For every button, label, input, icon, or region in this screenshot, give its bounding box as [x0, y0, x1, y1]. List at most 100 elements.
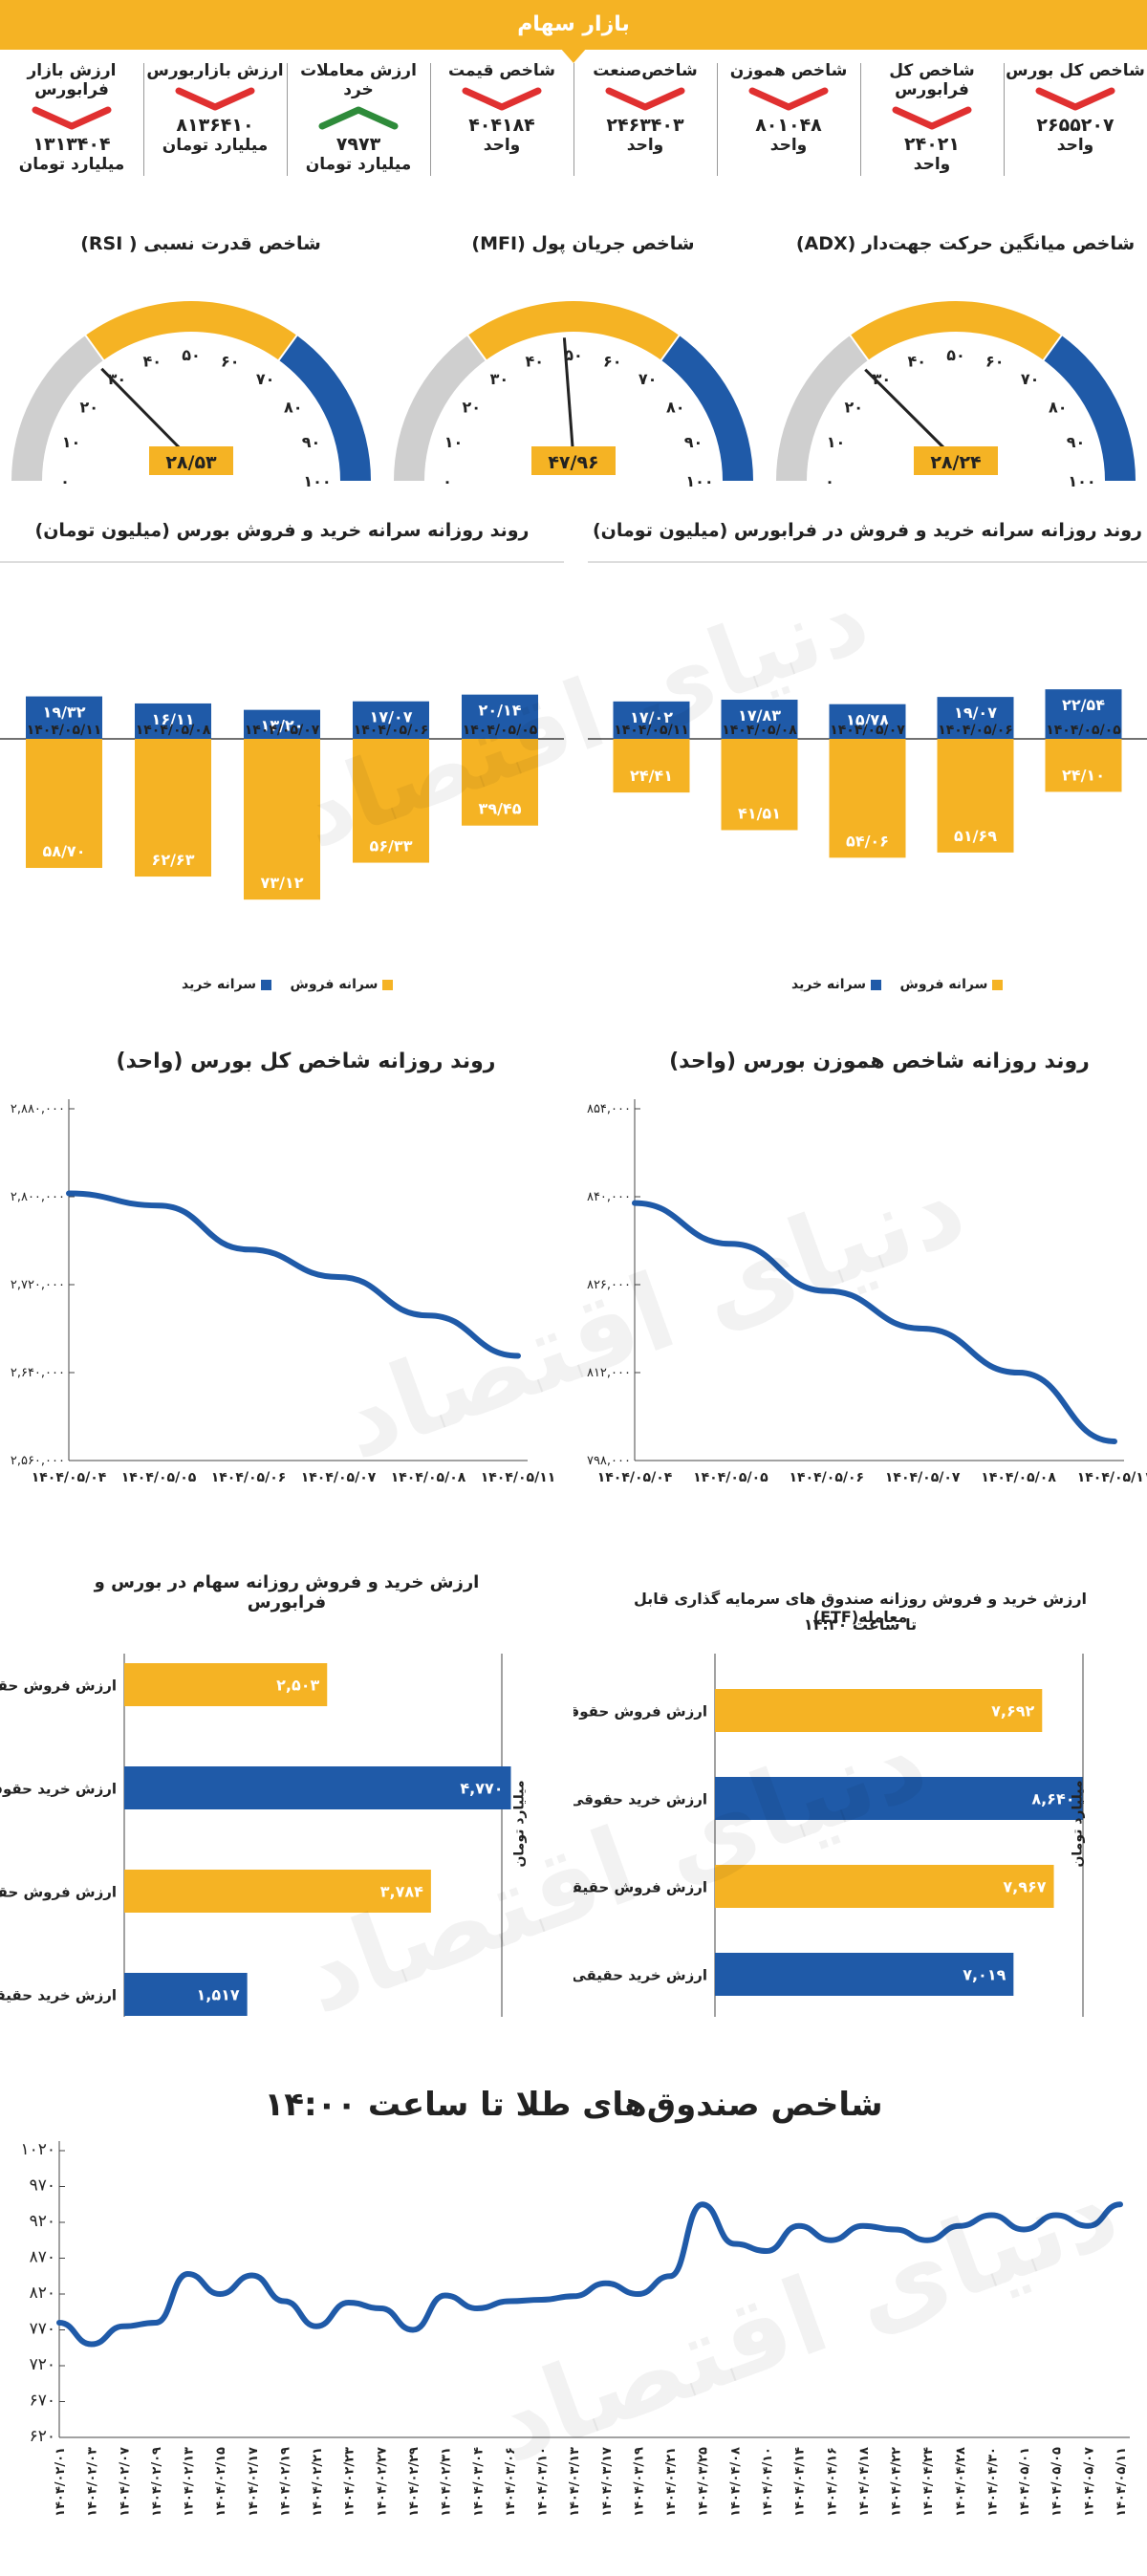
indicator-label: شاخص هموزن [729, 61, 848, 80]
sell-bar [244, 739, 320, 900]
value-bar [715, 1777, 1083, 1820]
indicator-divider [287, 63, 288, 176]
category-label: ۱۴۰۴/۰۵/۰۸ [722, 723, 797, 738]
gauge-title: شاخص جریان پول (MFI) [471, 233, 695, 254]
y-tick-label: ۸۵۴,۰۰۰ [587, 1102, 631, 1116]
x-tick-label: ۱۴۰۴/۰۲/۰۹ [150, 2447, 164, 2517]
indicator-divider [430, 63, 431, 176]
gold-index-chart: ۶۲۰ ۶۷۰ ۷۲۰ ۷۷۰ ۸۲۰ ۸۷۰ ۹۲۰ ۹۷۰ ۱۰۲۰ ۱۴۰۴/۰۲/۰۱ ۱۴… [20, 2140, 1130, 2517]
series-line [632, 1200, 1117, 1444]
gauge-tick-label: ۵۰ [946, 346, 965, 364]
equal-weight-index-title: روند روزانه شاخص هموزن بورس (واحد) [669, 1050, 1090, 1073]
buy-bar [1045, 689, 1122, 739]
category-label: ارزش فروش حقوقی [574, 1703, 707, 1721]
buy-bar-label: ۲۰/۱۴ [479, 702, 522, 720]
indicator-unit: میلیارد تومان [305, 155, 412, 174]
gauge-tick-label: ۸۰ [284, 398, 303, 416]
buy-bar [721, 699, 798, 739]
gauge-divider [659, 333, 682, 362]
gauge-tick-label: ۱۰ [444, 433, 464, 451]
category-label: ۱۴۰۴/۰۵/۰۵ [463, 723, 538, 738]
bourse-index-title: روند روزانه شاخص کل بورس (واحد) [116, 1050, 496, 1073]
indicator-label: شاخص کل بورس [1006, 61, 1145, 80]
indicator-unit: واحد [1056, 136, 1094, 155]
category-label: ارزش خرید حقوقی [574, 1791, 707, 1808]
gauge-tick-label: ۲۰ [79, 398, 98, 416]
gauge-needle [562, 337, 575, 461]
x-tick-label: ۱۴۰۴/۰۴/۰۸ [728, 2447, 743, 2517]
indicator-value: ۴۰۴۱۸۴ [468, 115, 535, 136]
x-tick-label: ۱۴۰۴/۰۵/۰۴ [32, 1470, 107, 1485]
gauge: ۰ ۱۰ ۲۰ ۳۰ ۴۰ ۵۰ ۶۰ ۷۰ ۸۰ ۹۰ ۱۰۰ ۲۸/۵۳ [11, 301, 371, 490]
buy-bar [135, 703, 211, 739]
y-tick-label: ۲,۸۰۰,۰۰۰ [11, 1190, 65, 1204]
category-label: ۱۴۰۴/۰۵/۰۷ [830, 723, 905, 738]
category-label: ۱۴۰۴/۰۵/۱۱ [27, 723, 102, 738]
header-notch [560, 48, 587, 63]
series-line [66, 1190, 521, 1359]
category-label: ۱۴۰۴/۰۵/۰۶ [938, 723, 1013, 738]
buy-bar [353, 701, 429, 739]
x-tick-label: ۱۴۰۴/۰۳/۱۹ [632, 2447, 646, 2517]
indicator-divider [717, 63, 718, 176]
indicator-card: ارزش معاملات خرد ۷۹۷۳ میلیارد تومان [287, 55, 430, 189]
gauge: ۰ ۱۰ ۲۰ ۳۰ ۴۰ ۵۰ ۶۰ ۷۰ ۸۰ ۹۰ ۱۰۰ ۴۷/۹۶ [394, 301, 753, 490]
sell-bar-label: ۳۹/۴۵ [479, 800, 522, 818]
x-tick-label: ۱۴۰۴/۰۲/۲۱ [311, 2447, 325, 2517]
trend-line [892, 106, 972, 130]
x-tick-label: ۱۴۰۴/۰۴/۲۲ [890, 2447, 904, 2517]
indicator-card: شاخص کل فرابورس ۲۴۰۲۱ واحد [860, 55, 1004, 189]
gauge-tick-label: ۷۰ [638, 370, 658, 388]
gauge-value-box [531, 446, 616, 475]
gauge-tick-label: ۹۰ [302, 433, 321, 451]
x-tick-label: ۱۴۰۴/۰۴/۳۰ [985, 2447, 1000, 2517]
y-tick-label: ۸۲۰ [30, 2284, 55, 2303]
sell-bar-label: ۶۲/۶۳ [152, 851, 195, 869]
sell-bar-label: ۵۱/۶۹ [954, 827, 997, 845]
gauge-tick-label: ۹۰ [1067, 433, 1086, 451]
gauge-value: ۲۸/۵۳ [165, 452, 217, 473]
indicator-label: ارزش معاملات خرد [300, 61, 417, 99]
gauge-tick-label: ۳۰ [490, 370, 509, 388]
buy-bar-label: ۱۷/۸۳ [738, 706, 781, 725]
market-value-chart: ۲,۵۰۳ ارزش فروش حقوقی ۴,۷۷۰ ارزش خرید حقوقی… [0, 1654, 511, 2017]
sell-bar [135, 739, 211, 877]
gauge-tick-label: ۴۰ [907, 352, 926, 370]
category-label: ارزش فروش حقیقی [574, 1879, 707, 1896]
sell-bar-label: ۵۶/۳۳ [370, 837, 413, 855]
value-bar [124, 1870, 431, 1913]
header-bar [0, 0, 1147, 50]
x-tick-label: ۱۴۰۴/۰۵/۰۷ [301, 1470, 377, 1485]
gauge-tick-label: ۱۰ [827, 433, 846, 451]
value-bar [124, 1663, 328, 1706]
gauge-title: شاخص میانگین حرکت جهت‌دار (ADX) [795, 233, 1136, 254]
etf-value-title: ارزش خرید و فروش روزانه صندوق های سرمایه… [633, 1590, 1088, 1626]
indicator-card: ارزش بازار فرابورس ۱۳۱۳۴۰۴ میلیارد تومان [0, 55, 143, 189]
etf-value-subtitle: تا ساعت ۱۴:۳۰ [803, 1615, 918, 1634]
x-tick-label: ۱۴۰۴/۰۵/۰۸ [981, 1470, 1056, 1485]
sell-bar [1045, 739, 1122, 792]
gauge-divider [465, 333, 488, 362]
category-label: ۱۴۰۴/۰۵/۰۶ [354, 723, 429, 738]
trend-line [748, 87, 829, 111]
indicator-divider [1004, 63, 1005, 176]
y-tick-label: ۲,۸۸۰,۰۰۰ [11, 1102, 65, 1116]
x-tick-label: ۱۴۰۴/۰۵/۰۴ [597, 1470, 673, 1485]
gauge-band-low [11, 335, 104, 481]
bourse-percapita-title: روند روزانه سرانه خرید و فروش بورس (میلی… [34, 520, 530, 541]
x-tick-label: ۱۴۰۴/۰۴/۲۸ [954, 2447, 968, 2517]
y-tick-label: ۹۲۰ [30, 2212, 55, 2231]
value-bar-label: ۷,۶۹۲ [991, 1702, 1034, 1721]
y-tick-label: ۲,۷۲۰,۰۰۰ [11, 1278, 65, 1292]
x-tick-label: ۱۴۰۴/۰۴/۱۸ [857, 2447, 872, 2517]
trend-down-icon [175, 87, 255, 111]
indicator-value: ۸۰۱۰۴۸ [755, 115, 822, 136]
indicator-value: ۲۴۶۳۴۰۳ [606, 115, 684, 136]
gauge-band-high [278, 335, 371, 481]
indicator-label: شاخص کل فرابورس [889, 61, 975, 99]
buy-bar [613, 701, 690, 739]
indicator-card: شاخص‌صنعت ۲۴۶۳۴۰۳ واحد [574, 55, 717, 189]
value-bar-label: ۴,۷۷۰ [460, 1780, 503, 1798]
y-tick-label: ۸۴۰,۰۰۰ [587, 1190, 631, 1204]
